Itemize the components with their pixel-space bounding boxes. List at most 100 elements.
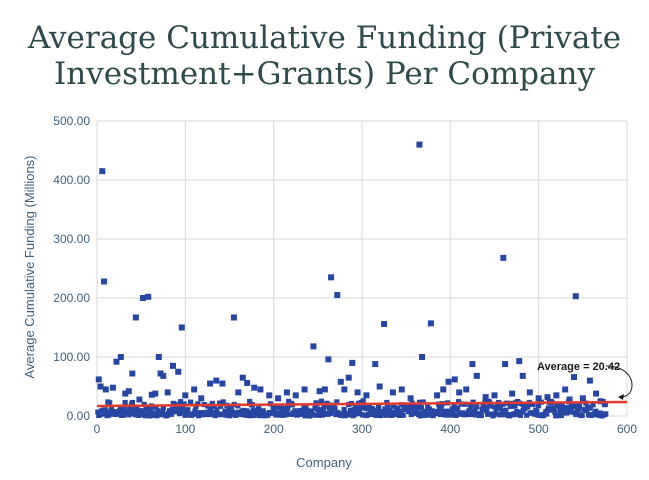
scatter-point [177, 399, 184, 405]
scatter-point [258, 412, 265, 419]
scatter-point [437, 411, 444, 418]
scatter-point [316, 388, 323, 395]
scatter-point [417, 413, 424, 419]
scatter-point [275, 395, 282, 402]
scatter-point [300, 407, 306, 413]
x-axis-label: Company [296, 455, 352, 470]
scatter-point [512, 403, 518, 409]
scatter-point [406, 409, 412, 415]
scatter-point [101, 278, 108, 285]
scatter-point [108, 406, 115, 413]
scatter-point [410, 403, 416, 409]
scatter-point [132, 314, 139, 321]
scatter-point [349, 359, 356, 366]
y-tick-label: 200.00 [53, 291, 90, 305]
scatter-point [353, 405, 359, 411]
scatter-point [491, 392, 498, 399]
scatter-point [247, 398, 253, 405]
scatter-point [449, 406, 455, 412]
scatter-point [519, 372, 526, 379]
average-annotation: Average = 20.42 [537, 361, 620, 373]
scatter-point [187, 399, 194, 405]
scatter-point [468, 403, 474, 409]
scatter-point [178, 324, 185, 331]
scatter-point [455, 405, 461, 411]
scatter-point [407, 395, 414, 402]
scatter-point [373, 412, 379, 418]
scatter-point [325, 356, 332, 363]
scatter-point [251, 412, 257, 419]
scatter-point [122, 400, 128, 406]
scatter-point [443, 412, 449, 418]
scatter-point [418, 404, 424, 411]
scatter-point [446, 412, 453, 418]
scatter-point [366, 403, 373, 409]
scatter-point [244, 379, 251, 386]
scatter-point [419, 354, 426, 360]
scatter-point [566, 409, 573, 415]
scatter-point [478, 412, 484, 418]
y-axis-label: Average Cumulative Funding (Millions) [22, 155, 37, 378]
scatter-point [497, 405, 503, 411]
scatter-point [427, 320, 434, 327]
scatter-point [227, 413, 233, 419]
scatter-point [555, 412, 562, 419]
scatter-point [356, 410, 363, 416]
scatter-point [192, 408, 198, 414]
scatter-point [361, 412, 367, 418]
scatter-point [280, 405, 286, 412]
x-tick-label: 100 [175, 422, 195, 436]
scatter-point [97, 383, 104, 390]
scatter-point [214, 407, 220, 413]
scatter-point [129, 370, 136, 377]
y-tick-label: 300.00 [53, 232, 90, 246]
scatter-point [99, 168, 106, 175]
x-tick-label: 400 [440, 422, 460, 436]
scatter-point [160, 372, 167, 379]
scatter-point [416, 141, 423, 148]
scatter-point [113, 358, 120, 365]
scatter-point [354, 410, 360, 416]
scatter-point [575, 406, 582, 412]
scatter-point [247, 413, 254, 419]
scatter-point [586, 377, 593, 384]
scatter-point [503, 407, 509, 413]
scatter-point [285, 405, 291, 411]
scatter-point [164, 389, 171, 396]
scatter-point [482, 394, 489, 401]
scatter-point [334, 399, 340, 405]
scatter-point [219, 380, 226, 387]
scatter-point [393, 410, 399, 417]
scatter-point [407, 405, 414, 412]
scatter-point [345, 374, 352, 381]
scatter-point [372, 361, 379, 368]
scatter-point [551, 405, 557, 411]
scatter-point [396, 412, 403, 418]
scatter-point [566, 396, 573, 403]
scatter-point [535, 403, 542, 409]
x-tick-label: 0 [94, 422, 101, 436]
scatter-point [311, 412, 317, 418]
scatter-point [332, 406, 338, 412]
scatter-point [414, 409, 420, 415]
scatter-point [302, 413, 308, 419]
scatter-point [509, 390, 516, 397]
scatter-point [557, 409, 563, 415]
scatter-point [284, 409, 290, 416]
scatter-point [593, 390, 600, 397]
scatter-point [325, 411, 331, 417]
scatter-point [408, 411, 414, 418]
x-tick-label: 500 [529, 422, 549, 436]
scatter-point [341, 406, 347, 413]
scatter-point [222, 408, 228, 414]
scatter-point [181, 401, 187, 407]
scatter-point [260, 408, 266, 414]
scatter-point [383, 412, 389, 418]
scatter-point [256, 406, 262, 412]
scatter-point [519, 401, 525, 407]
scatter-point [117, 354, 124, 360]
scatter-point [176, 406, 182, 412]
scatter-point [391, 403, 397, 409]
y-tick-label: 100.00 [53, 350, 90, 364]
